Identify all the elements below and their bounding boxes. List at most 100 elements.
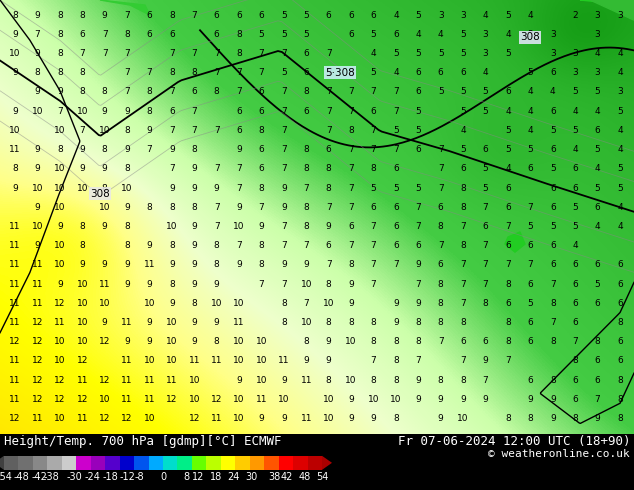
- Text: 10: 10: [233, 414, 245, 423]
- Text: 7: 7: [393, 107, 399, 116]
- Text: 3: 3: [573, 68, 578, 77]
- Bar: [250, 456, 264, 470]
- Text: 8: 8: [146, 87, 152, 97]
- Text: 9: 9: [124, 145, 130, 154]
- Text: 5: 5: [415, 184, 421, 193]
- Text: 11: 11: [10, 318, 21, 327]
- Text: 10: 10: [10, 126, 21, 135]
- Text: 9: 9: [348, 299, 354, 308]
- Text: 6: 6: [573, 299, 578, 308]
- Text: 4: 4: [482, 68, 488, 77]
- Text: 308: 308: [90, 189, 110, 198]
- Text: -8: -8: [134, 472, 145, 482]
- Bar: [148, 456, 163, 470]
- Text: 4: 4: [527, 107, 533, 116]
- Text: 8: 8: [79, 11, 85, 20]
- Text: 8: 8: [236, 49, 242, 58]
- Text: 11: 11: [32, 260, 43, 270]
- Text: 9: 9: [169, 145, 175, 154]
- Text: 9: 9: [12, 68, 18, 77]
- Text: 8: 8: [482, 299, 488, 308]
- Text: 6: 6: [348, 11, 354, 20]
- Text: 7: 7: [214, 222, 219, 231]
- Text: 6: 6: [415, 145, 421, 154]
- Text: 10: 10: [99, 203, 110, 212]
- Polygon shape: [100, 0, 150, 15]
- Text: 10: 10: [166, 318, 178, 327]
- Text: 5: 5: [371, 68, 377, 77]
- Text: 7: 7: [460, 222, 466, 231]
- Text: 11: 11: [32, 280, 43, 289]
- Polygon shape: [0, 456, 4, 470]
- Text: 6: 6: [595, 376, 600, 385]
- Text: 10: 10: [188, 376, 200, 385]
- Text: 3: 3: [527, 30, 533, 39]
- Text: 12: 12: [54, 376, 65, 385]
- Text: 7: 7: [191, 107, 197, 116]
- Text: 4: 4: [438, 30, 444, 39]
- Text: 6: 6: [550, 241, 555, 250]
- Text: 5: 5: [438, 87, 444, 97]
- Text: 11: 11: [121, 395, 133, 404]
- Bar: [192, 456, 206, 470]
- Text: 7: 7: [505, 222, 511, 231]
- Text: 8: 8: [214, 87, 219, 97]
- Text: 9: 9: [169, 184, 175, 193]
- Text: 6: 6: [595, 356, 600, 366]
- Text: 12: 12: [211, 395, 223, 404]
- Text: 10: 10: [77, 337, 88, 346]
- Text: 9: 9: [101, 11, 108, 20]
- Text: 8: 8: [371, 376, 377, 385]
- Text: 6: 6: [371, 107, 377, 116]
- Text: -12: -12: [120, 472, 136, 482]
- Text: 10: 10: [233, 222, 245, 231]
- Text: 7: 7: [550, 318, 555, 327]
- Text: 9: 9: [191, 260, 197, 270]
- Text: 10: 10: [54, 356, 65, 366]
- Bar: [134, 456, 148, 470]
- Text: 7: 7: [482, 260, 488, 270]
- Text: 8: 8: [326, 184, 332, 193]
- Text: 5: 5: [573, 87, 578, 97]
- Text: 9: 9: [348, 395, 354, 404]
- Text: 5: 5: [573, 203, 578, 212]
- Text: 12: 12: [121, 414, 133, 423]
- Text: 5: 5: [415, 11, 421, 20]
- Text: 7: 7: [304, 241, 309, 250]
- Text: 9: 9: [214, 280, 219, 289]
- Text: 6: 6: [393, 222, 399, 231]
- Text: 6: 6: [393, 203, 399, 212]
- Text: 11: 11: [10, 395, 21, 404]
- Text: 9: 9: [550, 395, 555, 404]
- Text: 4: 4: [595, 222, 600, 231]
- Text: 9: 9: [438, 395, 444, 404]
- Text: 10: 10: [77, 299, 88, 308]
- Text: 9: 9: [460, 395, 466, 404]
- Text: 8: 8: [326, 376, 332, 385]
- Text: 10: 10: [188, 395, 200, 404]
- Text: 7: 7: [595, 395, 600, 404]
- Text: 9: 9: [57, 280, 63, 289]
- Text: 9: 9: [34, 164, 41, 173]
- Text: 8: 8: [259, 260, 264, 270]
- Text: 7: 7: [236, 164, 242, 173]
- Text: 11: 11: [10, 280, 21, 289]
- Text: 7: 7: [191, 49, 197, 58]
- Text: 10: 10: [233, 395, 245, 404]
- Text: 7: 7: [371, 126, 377, 135]
- Text: 8: 8: [550, 337, 555, 346]
- Text: 5: 5: [617, 184, 623, 193]
- Text: 5: 5: [595, 145, 600, 154]
- Text: 8: 8: [214, 337, 219, 346]
- Text: 5: 5: [393, 49, 399, 58]
- Text: © weatheronline.co.uk: © weatheronline.co.uk: [488, 449, 630, 459]
- Text: 12: 12: [32, 395, 43, 404]
- Bar: [18, 456, 33, 470]
- Text: 11: 11: [256, 395, 268, 404]
- Text: 5: 5: [482, 164, 488, 173]
- Text: 7: 7: [259, 280, 264, 289]
- Text: 6: 6: [169, 107, 175, 116]
- Text: 8: 8: [101, 145, 108, 154]
- Text: 10: 10: [390, 395, 402, 404]
- Text: 9: 9: [34, 87, 41, 97]
